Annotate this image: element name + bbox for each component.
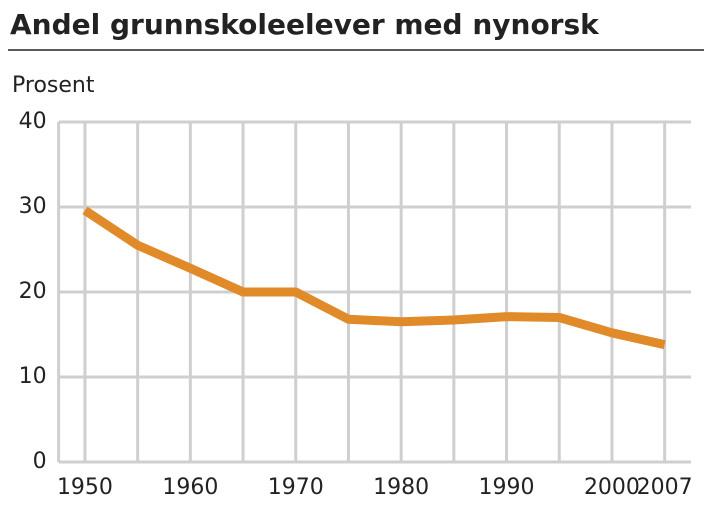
x-tick-label: 1960: [162, 475, 218, 500]
x-tick-label: 1950: [57, 475, 113, 500]
y-tick-label: 0: [33, 449, 47, 474]
chart-title: Andel grunnskoleelever med nynorsk: [10, 8, 600, 41]
x-tick-label: 2000: [584, 475, 640, 500]
x-tick-label: 1990: [479, 475, 535, 500]
data-line: [82, 206, 666, 350]
x-tick-label: 2007: [637, 475, 693, 500]
y-tick-label: 40: [19, 109, 47, 134]
y-tick-label: 30: [19, 194, 47, 219]
x-tick-label: 1980: [373, 475, 429, 500]
y-tick-label: 10: [19, 364, 47, 389]
x-tick-label: 1970: [268, 475, 324, 500]
y-axis-label: Prosent: [12, 73, 95, 98]
y-tick-label: 20: [19, 279, 47, 304]
